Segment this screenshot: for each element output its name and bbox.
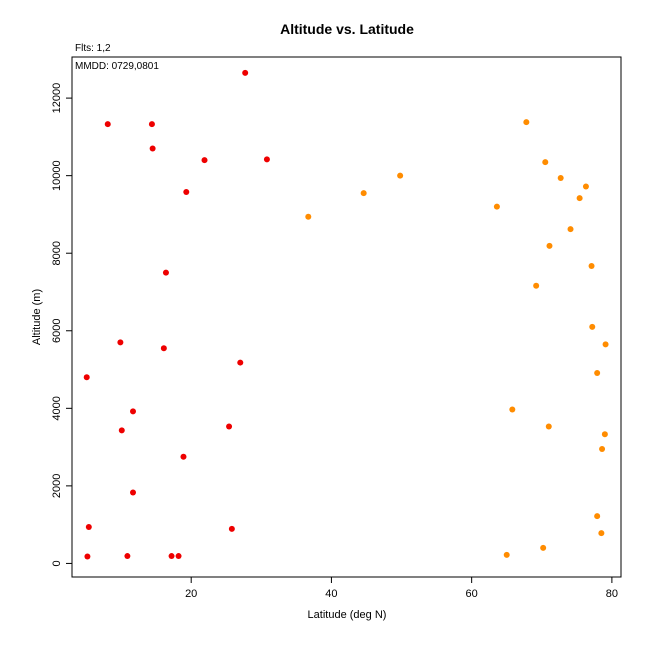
data-point-series-2 — [601, 431, 608, 438]
data-point-series-2 — [602, 341, 609, 348]
data-point-series-2 — [557, 174, 564, 181]
data-point-series-1 — [148, 121, 155, 128]
data-point-series-1 — [168, 553, 175, 560]
y-axis: 0 2000 4000 6000 8000 10000 12000 — [51, 83, 72, 566]
mmdd-label: MMDD: 0729,0801 — [75, 61, 159, 72]
data-points — [83, 69, 609, 560]
data-point-series-2 — [493, 203, 500, 210]
data-point-series-1 — [242, 69, 249, 76]
data-point-series-1 — [118, 427, 125, 434]
data-point-series-1 — [175, 553, 182, 560]
x-tick-label: 60 — [466, 588, 478, 600]
data-point-series-1 — [104, 121, 111, 128]
data-point-series-1 — [124, 553, 131, 560]
data-point-series-1 — [149, 145, 156, 152]
data-point-series-1 — [117, 339, 124, 346]
data-point-series-2 — [397, 172, 404, 179]
data-point-series-2 — [533, 282, 540, 289]
y-tick-label: 6000 — [51, 319, 63, 343]
data-point-series-1 — [130, 489, 136, 496]
data-point-series-1 — [237, 359, 244, 366]
data-point-series-2 — [594, 370, 601, 377]
data-point-series-2 — [598, 530, 605, 537]
data-point-series-2 — [599, 446, 606, 453]
data-point-series-2 — [567, 226, 574, 233]
x-tick-label: 40 — [325, 588, 337, 600]
data-point-series-1 — [228, 525, 235, 532]
data-point-series-2 — [576, 195, 583, 202]
y-tick-label: 4000 — [51, 396, 63, 420]
data-point-series-1 — [162, 269, 169, 276]
data-point-series-2 — [542, 159, 549, 166]
data-point-series-2 — [546, 242, 553, 249]
y-tick-label: 0 — [51, 560, 63, 566]
flights-label: Flts: 1,2 — [75, 43, 111, 54]
data-point-series-1 — [226, 423, 233, 430]
data-point-series-2 — [545, 423, 552, 430]
y-tick-label: 8000 — [51, 241, 63, 265]
data-point-series-1 — [84, 553, 91, 560]
data-point-series-2 — [582, 183, 589, 190]
data-point-series-1 — [130, 408, 136, 415]
data-point-series-1 — [183, 188, 190, 195]
data-point-series-2 — [360, 190, 367, 197]
data-point-series-1 — [263, 156, 270, 163]
y-tick-label: 2000 — [51, 474, 63, 498]
y-tick-label: 10000 — [51, 160, 63, 191]
data-point-series-1 — [83, 374, 90, 381]
y-axis-label: Altitude (m) — [31, 289, 43, 345]
data-point-series-1 — [85, 523, 92, 530]
y-tick-label: 12000 — [51, 83, 63, 114]
data-point-series-2 — [509, 406, 516, 413]
data-point-series-2 — [305, 213, 312, 220]
plot-frame — [71, 56, 622, 578]
x-axis: 20 40 60 80 — [185, 577, 618, 600]
data-point-series-1 — [160, 345, 167, 352]
chart-title: Altitude vs. Latitude — [280, 21, 414, 37]
data-point-series-2 — [523, 119, 530, 126]
data-point-series-2 — [503, 551, 510, 558]
data-point-series-1 — [201, 157, 208, 164]
data-point-series-1 — [180, 453, 187, 460]
x-tick-label: 20 — [185, 588, 197, 600]
data-point-series-2 — [588, 263, 595, 270]
data-point-series-2 — [540, 544, 547, 551]
x-tick-label: 80 — [606, 588, 618, 600]
data-point-series-2 — [594, 513, 601, 520]
x-axis-label: Latitude (deg N) — [308, 609, 387, 621]
data-point-series-2 — [589, 323, 596, 330]
